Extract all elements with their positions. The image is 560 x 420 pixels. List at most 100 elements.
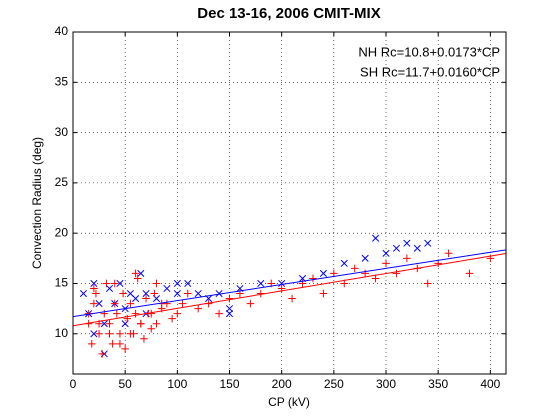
x-tick-label: 350 <box>428 377 448 391</box>
point <box>147 309 156 318</box>
x-tick-label: 50 <box>118 377 132 391</box>
annotation: NH Rc=10.8+0.0173*CP <box>358 44 500 59</box>
x-tick-label: 150 <box>219 377 239 391</box>
point <box>194 304 203 313</box>
x-tick-label: 400 <box>480 377 500 391</box>
point <box>413 244 421 252</box>
point <box>340 259 348 267</box>
point <box>257 279 265 288</box>
point <box>382 249 390 257</box>
point <box>116 329 124 338</box>
point <box>225 310 234 318</box>
point <box>173 279 181 288</box>
x-tick-label: 200 <box>272 377 292 391</box>
point <box>90 284 98 293</box>
point <box>372 234 380 242</box>
point <box>350 264 359 273</box>
point <box>79 289 87 298</box>
fit-line <box>72 249 507 318</box>
point <box>116 279 124 288</box>
point <box>173 309 182 318</box>
point <box>215 309 223 318</box>
point <box>319 289 328 298</box>
point <box>108 340 117 348</box>
point <box>194 289 202 298</box>
point <box>246 299 255 308</box>
point <box>288 294 296 303</box>
point <box>123 314 132 323</box>
point <box>92 289 100 298</box>
point <box>105 319 114 328</box>
point <box>152 319 161 328</box>
point <box>131 269 140 278</box>
point <box>465 269 474 278</box>
annotation: SH Rc=11.7+0.0160*CP <box>360 64 500 79</box>
y-tick-label: 25 <box>55 175 69 189</box>
y-tick-label: 35 <box>55 74 69 88</box>
point <box>126 299 135 308</box>
point <box>184 279 192 288</box>
point <box>95 300 103 308</box>
point <box>403 239 411 247</box>
point <box>173 289 181 298</box>
point <box>152 279 161 288</box>
point <box>119 289 127 298</box>
point <box>142 289 150 298</box>
point <box>278 279 286 288</box>
y-tick-label: 30 <box>55 125 69 139</box>
plot-frame <box>72 31 507 375</box>
point <box>110 279 119 288</box>
point <box>225 305 234 313</box>
point <box>116 340 124 348</box>
x-tick-label: 100 <box>167 377 187 391</box>
point <box>392 244 400 252</box>
point <box>105 284 114 293</box>
point <box>319 269 327 277</box>
point <box>90 330 98 338</box>
y-tick-label: 40 <box>55 24 69 38</box>
point <box>361 269 369 278</box>
x-axis-label: CP (kV) <box>268 395 310 409</box>
point <box>90 299 98 308</box>
point <box>142 294 150 303</box>
point <box>100 320 108 328</box>
point <box>147 324 156 333</box>
point <box>371 274 380 283</box>
point <box>178 299 187 308</box>
point <box>90 279 98 288</box>
point <box>137 269 145 277</box>
y-tick-label: 15 <box>55 276 69 290</box>
point <box>382 259 390 268</box>
point <box>183 289 192 298</box>
chart-title: Dec 13-16, 2006 CMIT-MIX <box>197 5 380 22</box>
point <box>424 239 432 247</box>
point <box>121 345 129 353</box>
point <box>392 269 401 278</box>
point <box>140 334 148 343</box>
point <box>361 254 369 262</box>
x-tick-label: 300 <box>376 377 396 391</box>
point <box>110 299 119 308</box>
point <box>105 329 114 338</box>
y-axis-label: Convection Radius (deg) <box>30 137 44 269</box>
point <box>150 289 159 298</box>
point <box>100 309 109 318</box>
point <box>215 289 223 298</box>
point <box>113 309 121 318</box>
point <box>87 340 96 348</box>
point <box>131 309 140 318</box>
point <box>102 279 111 288</box>
point <box>95 329 103 338</box>
point <box>126 329 135 338</box>
point <box>423 279 432 288</box>
fit-line <box>72 253 507 327</box>
point <box>168 314 176 323</box>
point <box>163 284 171 293</box>
point <box>403 254 411 263</box>
x-tick-label: 250 <box>324 377 344 391</box>
point <box>309 274 317 283</box>
point <box>132 295 140 303</box>
point <box>98 350 107 358</box>
